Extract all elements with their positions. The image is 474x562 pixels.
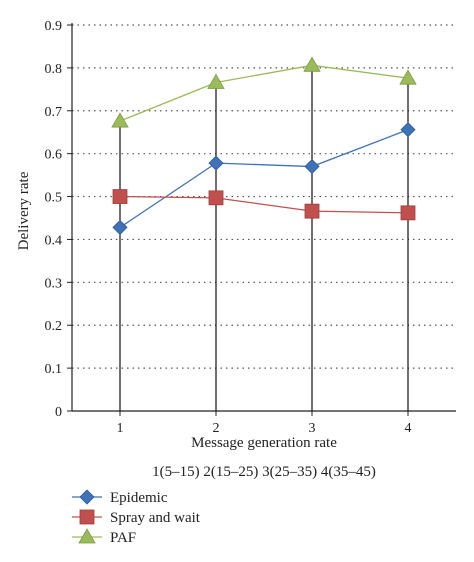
data-point-spray-and-wait xyxy=(400,205,416,221)
legend-marker-epidemic xyxy=(79,489,95,505)
data-point-epidemic xyxy=(208,155,224,171)
data-point-paf xyxy=(399,69,417,85)
y-axis-label: Delivery rate xyxy=(16,171,32,250)
series-layer xyxy=(111,56,417,236)
legend-marker-spray-and-wait xyxy=(79,509,95,525)
y-tick-label: 0.6 xyxy=(45,148,63,163)
y-tick-label: 0.1 xyxy=(45,362,63,377)
data-point-epidemic xyxy=(400,122,416,138)
legend-label-paf: PAF xyxy=(110,530,136,546)
data-point-epidemic xyxy=(304,158,320,175)
legend-label-spray-and-wait: Spray and wait xyxy=(110,510,201,526)
legend: Epidemic Spray and wait PAF xyxy=(72,489,201,546)
x-axis-note: 1(5–15) 2(15–25) 3(25–35) 4(35–45) xyxy=(152,464,376,480)
data-point-epidemic xyxy=(112,219,128,236)
series-line-spray-and-wait xyxy=(119,195,409,214)
x-tick-label: 4 xyxy=(405,421,412,436)
series-line-epidemic xyxy=(119,129,409,228)
data-point-spray-and-wait xyxy=(208,190,224,206)
drop-lines xyxy=(119,65,409,411)
x-tick-labels: 1 2 3 4 xyxy=(117,421,412,436)
y-tick-label: 0.7 xyxy=(45,105,63,120)
series-line-paf xyxy=(119,64,409,122)
x-tick-label: 3 xyxy=(309,421,316,436)
y-tick-label: 0 xyxy=(55,405,62,420)
y-tick-label: 0.4 xyxy=(45,233,63,248)
x-axis-label: Message generation rate xyxy=(191,435,337,451)
data-point-paf xyxy=(207,73,225,89)
grid-lines xyxy=(72,24,456,369)
y-tick-label: 0.9 xyxy=(45,19,63,34)
y-tick-labels: 0 0.1 0.2 0.3 0.4 0.5 0.6 0.7 0.8 0.9 xyxy=(45,19,63,420)
x-tick-label: 2 xyxy=(213,421,220,436)
axes xyxy=(67,23,456,416)
x-tick-label: 1 xyxy=(117,421,124,436)
data-point-spray-and-wait xyxy=(304,203,320,219)
data-point-paf xyxy=(111,112,129,128)
y-tick-label: 0.8 xyxy=(45,62,63,77)
y-tick-label: 0.5 xyxy=(45,191,63,206)
y-tick-label: 0.2 xyxy=(45,319,63,334)
legend-marker-paf xyxy=(78,528,96,544)
data-point-spray-and-wait xyxy=(112,189,128,204)
y-tick-label: 0.3 xyxy=(45,276,63,291)
data-point-paf xyxy=(303,56,321,72)
legend-label-epidemic: Epidemic xyxy=(110,490,168,506)
